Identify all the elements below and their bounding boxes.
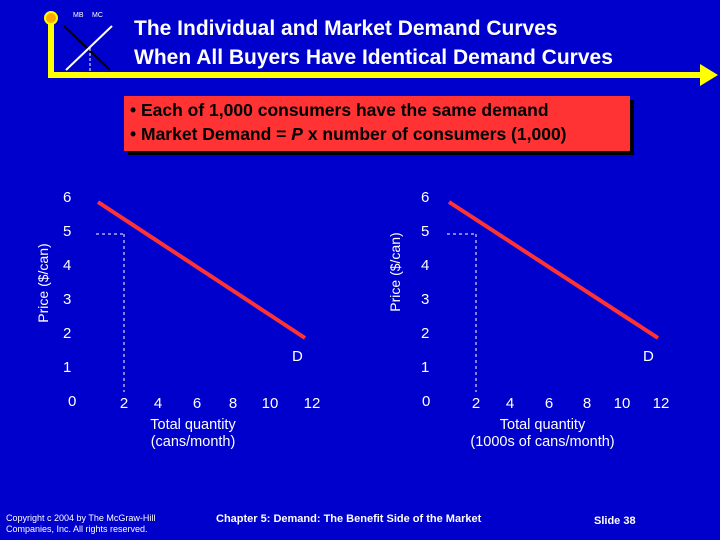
- left-x-tick-label: 8: [229, 395, 237, 412]
- left-y-axis-title: Price ($/can): [35, 243, 51, 322]
- left-y-tick-label: 2: [63, 325, 71, 342]
- left-y-tick-label: 1: [63, 359, 71, 376]
- right-y-tick-label: 3: [421, 291, 429, 308]
- title-line-2: When All Buyers Have Identical Demand Cu…: [134, 46, 613, 69]
- right-xlabel-line-1: Total quantity: [499, 417, 586, 433]
- callout-line-2-pre: • Market Demand =: [130, 124, 292, 144]
- slide-number-value: 38: [623, 515, 636, 527]
- left-y-tick-label: 4: [63, 257, 71, 274]
- left-x-tick-label: 2: [120, 395, 128, 412]
- slide-label: Slide: [594, 515, 621, 527]
- right-x-tick-label: 12: [653, 395, 670, 412]
- right-demand-curve: [447, 200, 660, 340]
- mb-mc-logo: [44, 11, 120, 78]
- logo-mc-label: MC: [92, 12, 103, 19]
- left-x-tick-label: 6: [193, 395, 201, 412]
- right-y-tick-label: 5: [421, 223, 429, 240]
- left-origin-label: 0: [68, 393, 76, 410]
- callout-line-2-p: P: [291, 124, 303, 144]
- right-xlabel: Total quantity (1000s of cans/month): [440, 417, 645, 451]
- left-xlabel-line-2: (cans/month): [150, 434, 236, 450]
- copyright-line-2: Companies, Inc. All rights reserved.: [6, 524, 148, 534]
- copyright-line-1: Copyright c 2004 by The McGraw-Hill: [6, 513, 156, 523]
- left-x-tick-label: 4: [154, 395, 162, 412]
- right-x-tick-label: 10: [614, 395, 631, 412]
- left-xlabel: Total quantity (cans/month): [108, 417, 278, 451]
- right-y-tick-label: 4: [421, 257, 429, 274]
- right-y-tick-label: 6: [421, 189, 429, 206]
- left-y-tick-label: 6: [63, 189, 71, 206]
- page-title: The Individual and Market Demand Curves …: [134, 14, 704, 72]
- right-x-tick-label: 4: [506, 395, 514, 412]
- right-x-tick-label: 2: [472, 395, 480, 412]
- left-x-tick-label: 12: [304, 395, 321, 412]
- left-y-tick-label: 5: [63, 223, 71, 240]
- chapter-title: Chapter 5: Demand: The Benefit Side of t…: [216, 513, 482, 525]
- right-y-tick-label: 1: [421, 359, 429, 376]
- right-y-tick-label: 2: [421, 325, 429, 342]
- callout-line-2-post: x number of consumers (1,000): [302, 124, 567, 144]
- copyright-notice: Copyright c 2004 by The McGraw-Hill Comp…: [6, 513, 155, 535]
- left-y-tick-label: 3: [63, 291, 71, 308]
- right-origin-label: 0: [422, 393, 430, 410]
- right-y-axis-title: Price ($/can): [387, 232, 403, 311]
- callout-line-1: • Each of 1,000 consumers have the same …: [130, 100, 549, 120]
- right-xlabel-line-2: (1000s of cans/month): [470, 434, 615, 450]
- right-x-tick-label: 8: [583, 395, 591, 412]
- title-line-1: The Individual and Market Demand Curves: [134, 17, 558, 40]
- left-demand-curve: [96, 200, 307, 340]
- logo-mb-label: MB: [73, 12, 84, 19]
- slide-number: Slide 38: [594, 515, 636, 527]
- callout-line-2: • Market Demand = P x number of consumer…: [130, 122, 624, 146]
- right-curve-label: D: [643, 348, 654, 365]
- left-xlabel-line-1: Total quantity: [150, 417, 236, 433]
- callout-box: • Each of 1,000 consumers have the same …: [124, 96, 630, 151]
- left-x-tick-label: 10: [262, 395, 279, 412]
- left-curve-label: D: [292, 348, 303, 365]
- title-arrow: [100, 64, 718, 86]
- right-x-tick-label: 6: [545, 395, 553, 412]
